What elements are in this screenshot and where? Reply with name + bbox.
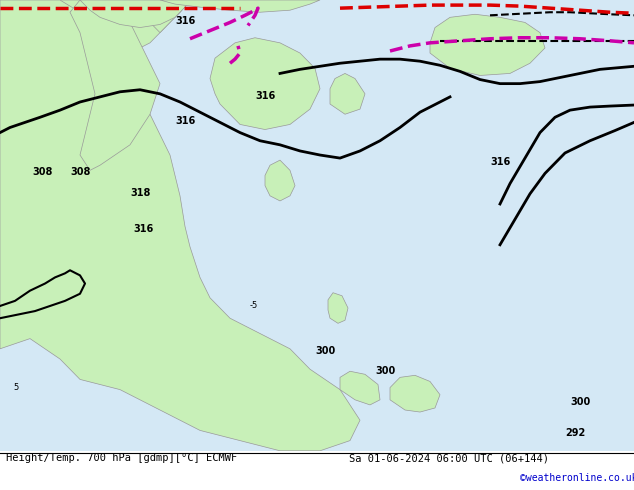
Polygon shape <box>328 293 348 323</box>
Text: 316: 316 <box>175 117 195 126</box>
Polygon shape <box>390 375 440 412</box>
Text: 316: 316 <box>490 157 510 167</box>
Text: 308: 308 <box>70 168 91 177</box>
Polygon shape <box>160 0 320 12</box>
Text: 316: 316 <box>175 17 195 26</box>
Polygon shape <box>265 160 295 201</box>
Polygon shape <box>330 74 365 114</box>
Polygon shape <box>430 14 545 75</box>
Text: -5: -5 <box>250 301 258 310</box>
Text: 300: 300 <box>570 397 590 407</box>
Polygon shape <box>130 0 190 33</box>
Text: Sa 01-06-2024 06:00 UTC (06+144): Sa 01-06-2024 06:00 UTC (06+144) <box>349 453 548 463</box>
Polygon shape <box>70 0 160 171</box>
Text: ©weatheronline.co.uk: ©weatheronline.co.uk <box>520 473 634 483</box>
Text: 318: 318 <box>130 188 150 198</box>
Text: 308: 308 <box>32 168 53 177</box>
Polygon shape <box>340 371 380 405</box>
Polygon shape <box>0 0 360 451</box>
Polygon shape <box>0 0 190 165</box>
Text: 292: 292 <box>565 427 585 438</box>
Text: 300: 300 <box>375 367 395 376</box>
Text: 316: 316 <box>255 91 275 101</box>
Text: Height/Temp. 700 hPa [gdmp][°C] ECMWF: Height/Temp. 700 hPa [gdmp][°C] ECMWF <box>6 453 238 463</box>
Text: 316: 316 <box>133 223 153 234</box>
Text: 300: 300 <box>315 346 335 356</box>
Polygon shape <box>210 38 320 129</box>
Text: 5: 5 <box>13 383 18 392</box>
Polygon shape <box>80 0 190 27</box>
